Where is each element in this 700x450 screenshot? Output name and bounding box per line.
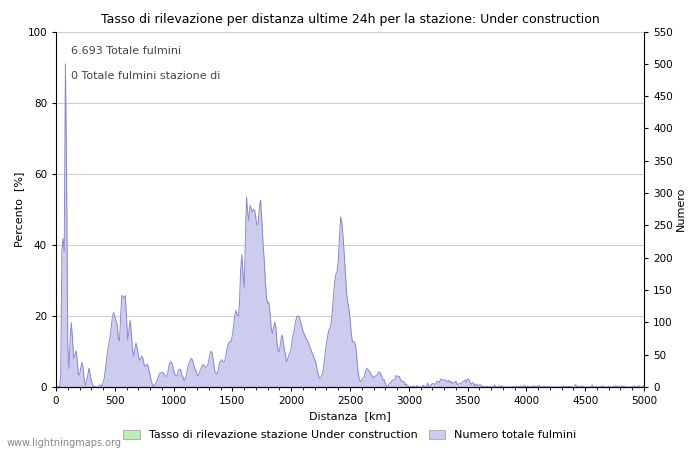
Y-axis label: Numero: Numero <box>676 187 685 231</box>
Legend: Tasso di rilevazione stazione Under construction, Numero totale fulmini: Tasso di rilevazione stazione Under cons… <box>119 425 581 445</box>
X-axis label: Distanza  [km]: Distanza [km] <box>309 412 391 422</box>
Title: Tasso di rilevazione per distanza ultime 24h per la stazione: Under construction: Tasso di rilevazione per distanza ultime… <box>101 13 599 26</box>
Text: www.lightningmaps.org: www.lightningmaps.org <box>7 438 122 448</box>
Y-axis label: Percento  [%]: Percento [%] <box>15 171 24 247</box>
Text: 6.693 Totale fulmini: 6.693 Totale fulmini <box>71 46 181 56</box>
Text: 0 Totale fulmini stazione di: 0 Totale fulmini stazione di <box>71 71 220 81</box>
